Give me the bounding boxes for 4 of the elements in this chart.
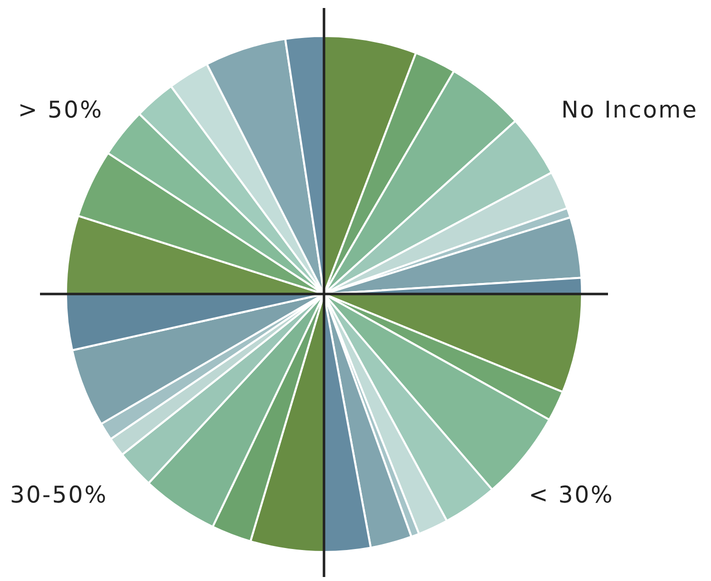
text: No Income bbox=[561, 97, 698, 124]
text: < 30% bbox=[528, 482, 614, 508]
text: 30-50% bbox=[10, 482, 108, 508]
text: > 50% bbox=[18, 97, 104, 124]
